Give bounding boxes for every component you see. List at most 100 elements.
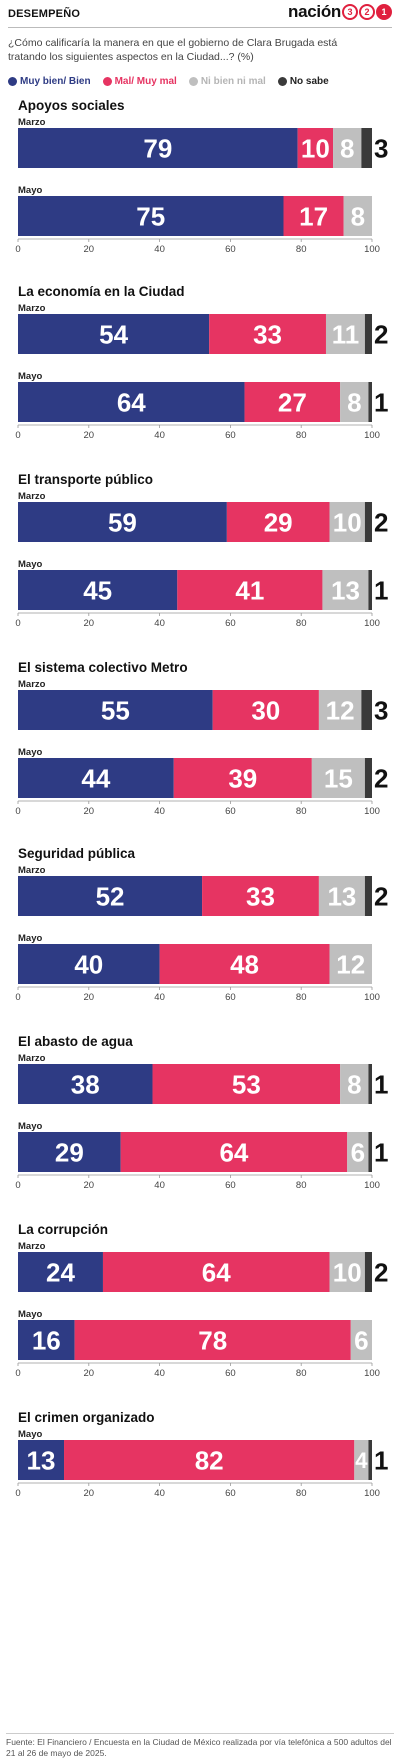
bar-segment-apoyos-sociales-mayo-muy-bien-bien bbox=[18, 196, 284, 236]
x-tick-label-la-corrupcion-80: 80 bbox=[296, 1368, 307, 1379]
brand-word: nación bbox=[288, 2, 341, 21]
x-tick-label-seguridad-publica-60: 60 bbox=[225, 992, 236, 1003]
x-tick-label-el-sistema-colectivo-metro-100: 100 bbox=[364, 806, 380, 817]
data-label-el-sistema-colectivo-metro-marzo-mal-muy-mal: 30 bbox=[251, 695, 280, 725]
bar-label-la-corrupcion-mayo: Mayo bbox=[18, 1309, 42, 1320]
bar-segment-el-sistema-colectivo-metro-mayo-no-sabe bbox=[364, 758, 372, 798]
bar-segment-la-economia-en-la-ciudad-mayo-ni-bien-ni-mal bbox=[340, 382, 369, 422]
x-tick-label-seguridad-publica-80: 80 bbox=[296, 992, 307, 1003]
group-title-apoyos-sociales: Apoyos sociales bbox=[18, 98, 125, 113]
bar-segment-el-transporte-publico-mayo-no-sabe bbox=[368, 570, 372, 610]
data-label-el-sistema-colectivo-metro-marzo-ni-bien-ni-mal: 12 bbox=[326, 695, 355, 725]
data-label-la-economia-en-la-ciudad-marzo-mal-muy-mal: 33 bbox=[253, 319, 282, 349]
legend-item-dontknow: No sabe bbox=[277, 76, 329, 87]
x-tick-label-la-economia-en-la-ciudad-0: 0 bbox=[15, 430, 20, 441]
legend-swatch-bad bbox=[102, 77, 112, 86]
x-tick-label-el-transporte-publico-0: 0 bbox=[15, 618, 20, 629]
data-label-el-sistema-colectivo-metro-mayo-mal-muy-mal: 39 bbox=[228, 763, 257, 793]
data-label-el-transporte-publico-marzo-mal-muy-mal: 29 bbox=[264, 507, 293, 537]
brand-digit-2: 2 bbox=[359, 4, 375, 20]
bar-label-la-corrupcion-marzo: Marzo bbox=[18, 1241, 46, 1252]
bar-segment-apoyos-sociales-mayo-ni-bien-ni-mal bbox=[343, 196, 372, 236]
bar-segment-la-economia-en-la-ciudad-marzo-mal-muy-mal bbox=[209, 314, 326, 354]
legend-swatch-neutral bbox=[188, 77, 198, 86]
bar-segment-la-economia-en-la-ciudad-mayo-muy-bien-bien bbox=[18, 382, 245, 422]
bar-segment-la-corrupcion-marzo-mal-muy-mal bbox=[102, 1252, 330, 1292]
header-divider bbox=[8, 27, 392, 28]
data-label-seguridad-publica-mayo-muy-bien-bien: 40 bbox=[74, 949, 103, 979]
data-label-la-economia-en-la-ciudad-marzo-ni-bien-ni-mal: 11 bbox=[332, 319, 360, 349]
bar-segment-el-sistema-colectivo-metro-mayo-mal-muy-mal bbox=[173, 758, 312, 798]
x-tick-label-el-abasto-de-agua-40: 40 bbox=[154, 1180, 165, 1191]
x-tick-label-el-transporte-publico-60: 60 bbox=[225, 618, 236, 629]
data-label-la-corrupcion-mayo-ni-bien-ni-mal: 6 bbox=[354, 1325, 368, 1355]
bar-segment-la-corrupcion-marzo-ni-bien-ni-mal bbox=[329, 1252, 365, 1292]
x-tick-label-el-crimen-organizado-0: 0 bbox=[15, 1488, 20, 1499]
x-tick-label-el-abasto-de-agua-80: 80 bbox=[296, 1180, 307, 1191]
question-text: ¿Cómo calificaría la manera en que el go… bbox=[8, 37, 338, 63]
bar-segment-el-sistema-colectivo-metro-marzo-no-sabe bbox=[361, 690, 372, 730]
bar-label-la-economia-en-la-ciudad-marzo: Marzo bbox=[18, 303, 46, 314]
data-label-el-transporte-publico-marzo-ni-bien-ni-mal: 10 bbox=[333, 507, 362, 537]
data-label-el-transporte-publico-marzo-no-sabe: 2 bbox=[374, 507, 388, 537]
group-title-la-corrupcion: La corrupción bbox=[18, 1222, 108, 1237]
x-tick-label-el-crimen-organizado-100: 100 bbox=[364, 1488, 380, 1499]
data-label-apoyos-sociales-mayo-muy-bien-bien: 75 bbox=[136, 201, 165, 231]
header: DESEMPEÑO nación 3 2 1 bbox=[0, 0, 400, 28]
bar-segment-seguridad-publica-marzo-mal-muy-mal bbox=[202, 876, 319, 916]
x-tick-label-la-corrupcion-40: 40 bbox=[154, 1368, 165, 1379]
data-label-el-abasto-de-agua-mayo-muy-bien-bien: 29 bbox=[55, 1137, 84, 1167]
bar-segment-el-transporte-publico-mayo-muy-bien-bien bbox=[18, 570, 178, 610]
x-tick-label-apoyos-sociales-40: 40 bbox=[154, 244, 165, 255]
x-tick-label-la-economia-en-la-ciudad-40: 40 bbox=[154, 430, 165, 441]
data-label-el-transporte-publico-mayo-muy-bien-bien: 45 bbox=[83, 575, 112, 605]
x-tick-label-el-crimen-organizado-80: 80 bbox=[296, 1488, 307, 1499]
x-tick-label-el-sistema-colectivo-metro-0: 0 bbox=[15, 806, 20, 817]
section-tag: DESEMPEÑO bbox=[8, 8, 81, 20]
bar-segment-la-economia-en-la-ciudad-marzo-ni-bien-ni-mal bbox=[325, 314, 365, 354]
data-label-la-economia-en-la-ciudad-marzo-no-sabe: 2 bbox=[374, 319, 388, 349]
bar-segment-el-abasto-de-agua-marzo-no-sabe bbox=[368, 1064, 372, 1104]
brand-digit-3: 1 bbox=[376, 4, 392, 20]
data-label-el-sistema-colectivo-metro-mayo-ni-bien-ni-mal: 15 bbox=[324, 763, 353, 793]
data-label-apoyos-sociales-marzo-mal-muy-mal: 10 bbox=[301, 133, 330, 163]
legend-item-neutral: Ni bien ni mal bbox=[188, 76, 266, 87]
brand-digit-1: 3 bbox=[342, 4, 358, 20]
bar-segment-el-transporte-publico-mayo-ni-bien-ni-mal bbox=[322, 570, 369, 610]
data-label-el-crimen-organizado-mayo-mal-muy-mal: 82 bbox=[195, 1445, 224, 1475]
x-tick-label-el-crimen-organizado-20: 20 bbox=[84, 1488, 95, 1499]
data-label-el-abasto-de-agua-mayo-no-sabe: 1 bbox=[374, 1137, 388, 1167]
x-tick-label-la-corrupcion-0: 0 bbox=[15, 1368, 20, 1379]
x-tick-label-la-corrupcion-100: 100 bbox=[364, 1368, 380, 1379]
data-label-seguridad-publica-marzo-muy-bien-bien: 52 bbox=[96, 881, 125, 911]
data-label-seguridad-publica-mayo-ni-bien-ni-mal: 12 bbox=[336, 949, 365, 979]
x-tick-label-el-abasto-de-agua-100: 100 bbox=[364, 1180, 380, 1191]
x-tick-label-la-economia-en-la-ciudad-60: 60 bbox=[225, 430, 236, 441]
x-tick-label-el-transporte-publico-40: 40 bbox=[154, 618, 165, 629]
bar-label-el-crimen-organizado-mayo: Mayo bbox=[18, 1429, 42, 1440]
data-label-la-corrupcion-mayo-mal-muy-mal: 78 bbox=[198, 1325, 227, 1355]
data-label-el-transporte-publico-mayo-no-sabe: 1 bbox=[374, 575, 388, 605]
data-label-seguridad-publica-marzo-no-sabe: 2 bbox=[374, 881, 388, 911]
data-label-el-transporte-publico-mayo-ni-bien-ni-mal: 13 bbox=[331, 575, 360, 605]
data-label-el-transporte-publico-mayo-mal-muy-mal: 41 bbox=[235, 575, 264, 605]
x-tick-label-apoyos-sociales-60: 60 bbox=[225, 244, 236, 255]
x-tick-label-la-economia-en-la-ciudad-80: 80 bbox=[296, 430, 307, 441]
legend-swatch-dontknow bbox=[277, 77, 287, 86]
brand-logo: nación 3 2 1 bbox=[288, 2, 392, 22]
bar-label-apoyos-sociales-mayo: Mayo bbox=[18, 185, 42, 196]
bar-label-apoyos-sociales-marzo: Marzo bbox=[18, 117, 46, 128]
x-tick-label-apoyos-sociales-20: 20 bbox=[84, 244, 95, 255]
data-label-la-corrupcion-marzo-muy-bien-bien: 24 bbox=[46, 1257, 75, 1287]
bar-segment-seguridad-publica-mayo-mal-muy-mal bbox=[159, 944, 330, 984]
data-label-el-sistema-colectivo-metro-marzo-muy-bien-bien: 55 bbox=[101, 695, 130, 725]
legend-item-good: Muy bien/ Bien bbox=[8, 76, 91, 87]
x-tick-label-el-transporte-publico-20: 20 bbox=[84, 618, 95, 629]
bar-segment-el-abasto-de-agua-mayo-no-sabe bbox=[368, 1132, 372, 1172]
data-label-el-crimen-organizado-mayo-ni-bien-ni-mal: 4 bbox=[355, 1448, 368, 1473]
bar-segment-el-sistema-colectivo-metro-mayo-muy-bien-bien bbox=[18, 758, 174, 798]
bar-segment-el-sistema-colectivo-metro-marzo-muy-bien-bien bbox=[18, 690, 213, 730]
bar-label-el-abasto-de-agua-mayo: Mayo bbox=[18, 1121, 42, 1132]
data-label-el-abasto-de-agua-mayo-ni-bien-ni-mal: 6 bbox=[351, 1137, 365, 1167]
bar-label-el-abasto-de-agua-marzo: Marzo bbox=[18, 1053, 46, 1064]
